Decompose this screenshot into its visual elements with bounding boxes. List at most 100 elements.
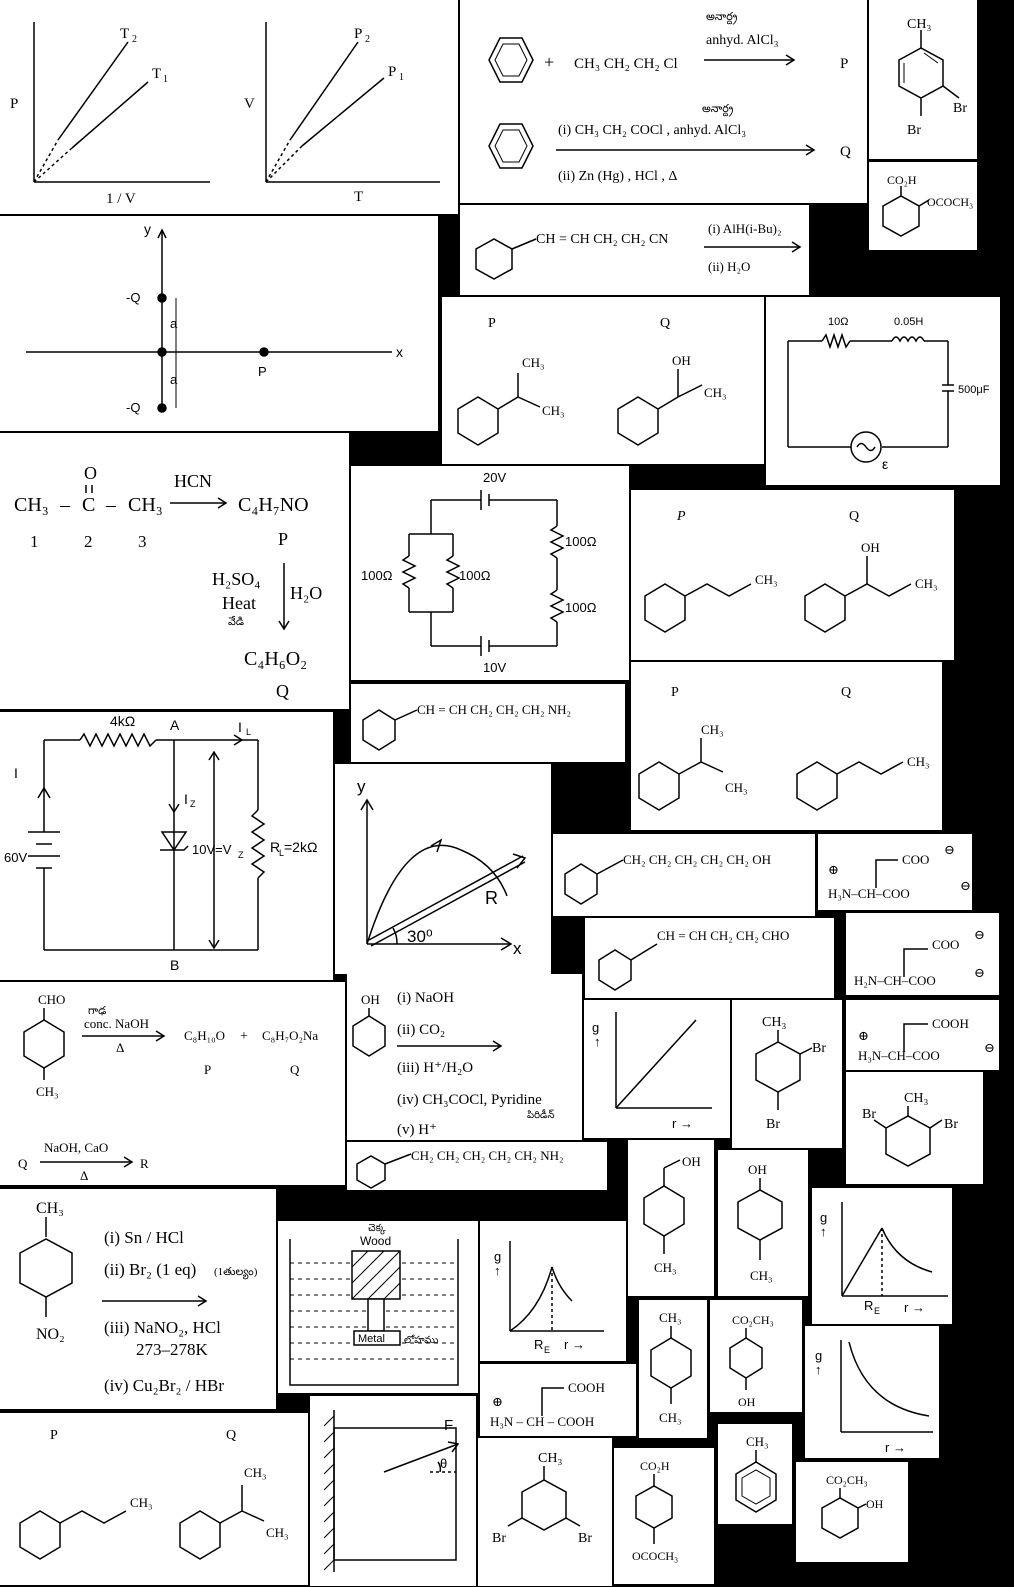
svg-text:CH₃: CH₃ <box>725 780 748 795</box>
svg-text:Wood: Wood <box>360 1234 391 1248</box>
svg-text:H₃N–CH–COO: H₃N–CH–COO <box>828 886 910 901</box>
dibromotoluene-4: CH₃ Br Br <box>478 1438 612 1586</box>
svg-text:g: g <box>815 1348 822 1363</box>
svg-text:⊕: ⊕ <box>828 862 839 877</box>
svg-text:⊖: ⊖ <box>984 1040 995 1055</box>
dibromotoluene-3: CH₃ Br Br <box>846 1072 983 1184</box>
floating-wood-panel: చెక్క Wood Metal లోహము <box>278 1221 478 1393</box>
svg-text:–: – <box>59 494 71 516</box>
svg-text:C: C <box>82 494 95 516</box>
projectile-panel: y x R 30⁰ <box>335 764 551 974</box>
svg-text:NO₂: NO₂ <box>36 1326 65 1343</box>
svg-text:CH₃: CH₃ <box>746 1434 769 1449</box>
kolbe-panel: OH (i) NaOH (ii) CO₂ (iii) H⁺/H₂O (iv) C… <box>347 974 582 1140</box>
svg-text:R: R <box>140 1156 149 1171</box>
svg-text:H₃N–CH–COO: H₃N–CH–COO <box>858 1048 940 1063</box>
svg-text:Q: Q <box>660 316 670 331</box>
pq-structures-2: P Q CH₃ OH CH₃ <box>631 490 954 660</box>
svg-text:–: – <box>105 494 117 516</box>
vt-graph: P 2 P 1 V T <box>244 22 440 205</box>
lcr-circuit-panel: 10Ω 0.05H 500μF ε <box>766 297 1000 485</box>
svg-text:⊖: ⊖ <box>974 927 985 942</box>
svg-text:100Ω: 100Ω <box>565 600 597 615</box>
svg-text:COOH: COOH <box>932 1016 969 1031</box>
svg-text:చెక్క: చెక్క <box>368 1223 386 1235</box>
svg-text:Br: Br <box>766 1117 780 1132</box>
svg-text:CH₃: CH₃ <box>654 1260 677 1275</box>
pv-graph: T 2 T 1 P 1 / V <box>10 22 210 207</box>
glycinate-ion-2: COO ⊖ H₂N–CH–COO ⊖ <box>846 913 999 995</box>
resistor-label: 10Ω <box>828 316 848 328</box>
svg-text:CH₃: CH₃ <box>907 754 930 769</box>
svg-text:+: + <box>240 1029 248 1044</box>
amine-2-panel: CH₂ CH₂ CH₂ CH₂ CH₂ NH₂ <box>347 1142 607 1190</box>
svg-text:COO: COO <box>902 852 929 867</box>
svg-text:CH₂ CH₂ CH₂ CH₂ CH₂ OH: CH₂ CH₂ CH₂ CH₂ CH₂ OH <box>623 852 771 867</box>
charge-top: -Q <box>126 290 140 305</box>
svg-text:I: I <box>184 791 188 807</box>
aspirin-panel: CO₂H OCOCH₃ <box>869 162 977 250</box>
svg-text:(v) H⁺: (v) H⁺ <box>397 1122 437 1138</box>
methyl-paraben: CO₂CH₃ OH <box>710 1300 802 1412</box>
svg-text:OH: OH <box>738 1395 756 1409</box>
svg-text:CH₃: CH₃ <box>762 1015 786 1030</box>
svg-text:1: 1 <box>399 72 404 83</box>
svg-text:↑: ↑ <box>494 1263 501 1278</box>
glycine-cation: COOH ⊕ H₃N – CH – COOH <box>480 1364 636 1436</box>
svg-text:⊖: ⊖ <box>974 965 985 980</box>
svg-text:అనార్ద్ర: అనార్ద్ర <box>706 11 738 25</box>
svg-text:P: P <box>671 685 679 700</box>
svg-text:C₄H₇NO: C₄H₇NO <box>238 494 309 516</box>
v-axis-label: V <box>244 96 255 112</box>
svg-text:Q: Q <box>849 509 859 524</box>
svg-text:CH₃: CH₃ <box>659 1310 682 1325</box>
svg-text:100Ω: 100Ω <box>459 568 491 583</box>
svg-text:Br: Br <box>812 1041 826 1056</box>
svg-text:లోహము: లోహము <box>404 1334 439 1346</box>
svg-text:CH₃: CH₃ <box>542 403 565 418</box>
svg-text:(ii) H₂O: (ii) H₂O <box>708 259 750 274</box>
propyl-chloride: CH₃ CH₂ CH₂ Cl <box>574 56 678 72</box>
svg-text:2: 2 <box>365 34 370 45</box>
methyl-label: CH₃ <box>907 17 931 32</box>
svg-text:వేడి: వేడి <box>228 615 244 628</box>
svg-text:g: g <box>494 1249 501 1264</box>
toluene: CH₃ <box>718 1424 792 1524</box>
svg-text:Br: Br <box>862 1107 876 1122</box>
svg-text:P: P <box>278 529 288 549</box>
svg-text:Z: Z <box>190 799 196 809</box>
svg-text:=2kΩ: =2kΩ <box>284 839 317 855</box>
svg-text:CH = CH CH₂ CH₂ CHO: CH = CH CH₂ CH₂ CHO <box>657 928 789 943</box>
svg-text:OCOCH₃: OCOCH₃ <box>927 195 973 209</box>
svg-text:(iv) Cu₂Br₂ / HBr: (iv) Cu₂Br₂ / HBr <box>104 1376 224 1395</box>
capacitor-label: 500μF <box>958 384 990 396</box>
zener-circuit-panel: 4kΩ A I L I I Z 60V 10V=V Z R L =2kΩ B <box>0 712 333 980</box>
svg-text:CH₃: CH₃ <box>36 1084 59 1099</box>
svg-text:E: E <box>544 1345 550 1355</box>
svg-text:Br: Br <box>578 1531 592 1546</box>
svg-text:OH: OH <box>861 540 880 555</box>
amine-1-panel: CH = CH CH₂ CH₂ CH₂ NH₂ <box>351 684 625 762</box>
svg-text:CH₃: CH₃ <box>14 494 49 516</box>
svg-text:OH: OH <box>682 1154 701 1169</box>
svg-text:↑: ↑ <box>815 1362 822 1377</box>
product-p: P <box>840 56 848 72</box>
svg-text:L: L <box>246 727 251 737</box>
svg-text:C₄H₆O₂: C₄H₆O₂ <box>244 648 307 670</box>
svg-text:H₃N – CH – COOH: H₃N – CH – COOH <box>490 1414 594 1429</box>
svg-text:Br: Br <box>944 1117 958 1132</box>
svg-text:H₂O: H₂O <box>290 583 322 603</box>
svg-text:NaOH, CaO: NaOH, CaO <box>44 1140 108 1155</box>
svg-text:CH₃: CH₃ <box>755 572 778 587</box>
inv-v-axis-label: 1 / V <box>106 191 136 207</box>
friedel-crafts-panel: + CH₃ CH₂ CH₂ Cl అనార్ద్ర anhyd. AlCl₃ P… <box>460 0 867 203</box>
svg-text:HCN: HCN <box>174 471 212 491</box>
svg-text:CH₃: CH₃ <box>244 1465 267 1480</box>
svg-text:CH₂ CH₂ CH₂ CH₂ CH₂ NH₂: CH₂ CH₂ CH₂ CH₂ CH₂ NH₂ <box>411 1148 564 1163</box>
svg-text:(i) AlH(i-Bu)₂: (i) AlH(i-Bu)₂ <box>708 221 782 236</box>
svg-text:CO₂H: CO₂H <box>640 1459 670 1473</box>
svg-text:P: P <box>50 1428 58 1443</box>
graph-g-linear: g ↑ r → <box>584 1000 730 1138</box>
catalyst-label: anhyd. AlCl₃ <box>706 33 779 48</box>
graph-g-decay: g ↑ r → <box>805 1326 939 1458</box>
